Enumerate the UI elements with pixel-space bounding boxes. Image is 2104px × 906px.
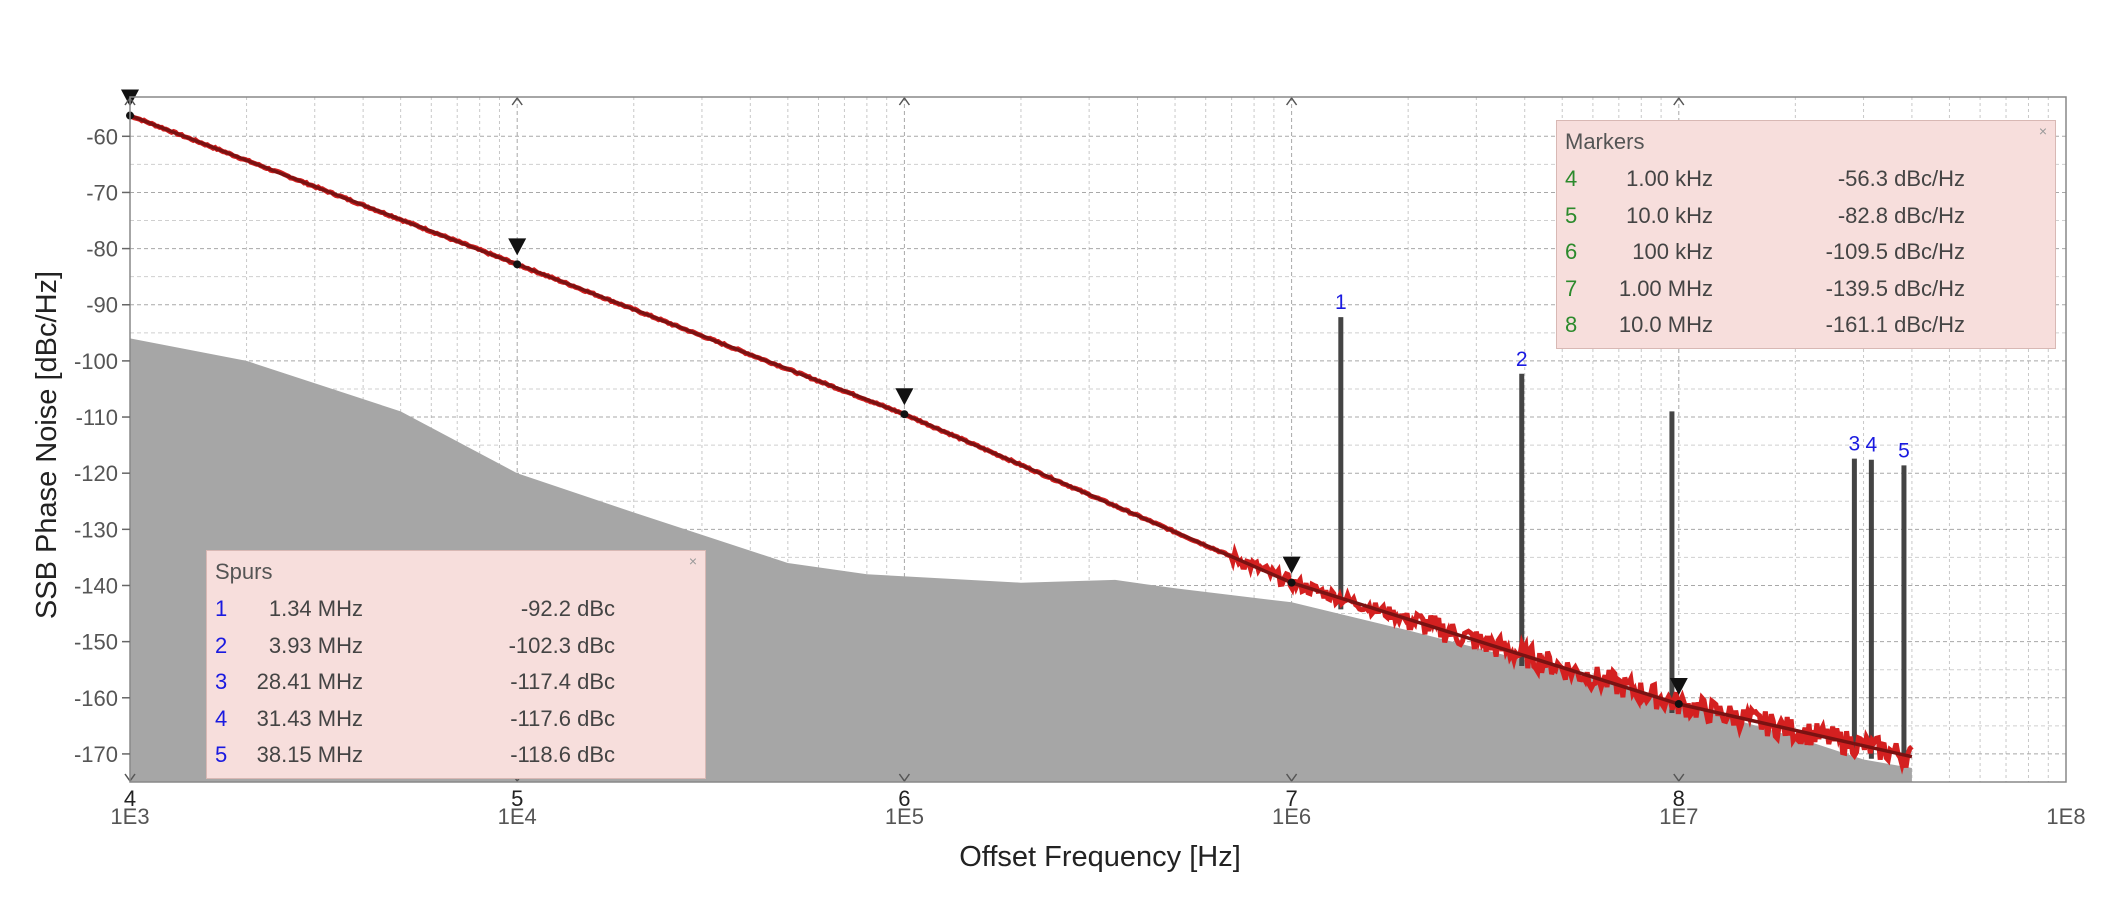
legend-row-value: -92.2 dBc <box>520 596 615 621</box>
marker-top-tick <box>511 96 523 106</box>
legend-row: 7 1.00 MHz -139.5 dBc/Hz <box>1557 274 2055 304</box>
spur-label: 5 <box>1898 439 1910 462</box>
close-icon[interactable]: × <box>688 553 697 569</box>
plot-frame <box>129 96 2067 783</box>
legend-row-frequency: 28.41 MHz <box>256 669 363 694</box>
x-tick-label: 1E3 <box>110 804 149 829</box>
marker-bottom-tick <box>1285 773 1298 783</box>
legend-row-number: 1 <box>215 596 228 621</box>
y-tick-label: -90 <box>86 293 118 318</box>
spur-label: 3 <box>1849 433 1861 456</box>
legend-row-frequency: 10.0 kHz <box>1626 202 1713 228</box>
legend-row-value: -161.1 dBc/Hz <box>1825 312 1965 337</box>
legend-row-value: -102.3 dBc <box>508 632 615 658</box>
legend-row-frequency: 31.43 MHz <box>256 705 363 731</box>
legend-row-value: -118.6 dBc <box>510 742 615 767</box>
y-tick-label: -120 <box>74 461 118 486</box>
marker-bottom-tick <box>898 773 911 783</box>
marker-layer: 4 5 6 7 8 <box>121 89 1688 811</box>
y-tick-label: -160 <box>74 686 118 711</box>
marker-triangle-icon <box>1669 677 1688 695</box>
marker-point <box>1287 578 1296 587</box>
legend-row: 2 3.93 MHz -102.3 dBc <box>207 631 705 661</box>
y-tick-label: -140 <box>74 573 118 598</box>
marker-point <box>900 410 909 419</box>
legend-row-frequency: 10.0 MHz <box>1618 312 1713 337</box>
legend-row-number: 4 <box>215 705 228 731</box>
marker-number-label: 7 <box>1285 786 1297 811</box>
y-tick-label: -170 <box>74 742 118 767</box>
legend-row-value: -117.4 dBc <box>510 669 615 694</box>
x-tick-label: 1E4 <box>498 804 537 829</box>
legend-row-value: -82.8 dBc/Hz <box>1837 202 1965 228</box>
legend-row-value: -117.6 dBc <box>510 705 615 731</box>
legend-row-value: -139.5 dBc/Hz <box>1825 275 1965 301</box>
spurs-legend[interactable]: Spurs × 1 1.34 MHz -92.2 dBc 2 3.93 MHz -102.… <box>206 550 706 779</box>
spurs-legend-title: Spurs <box>215 559 273 584</box>
close-icon[interactable]: × <box>2038 123 2047 139</box>
marker-triangle-icon <box>1282 556 1301 574</box>
marker-top-tick <box>1285 96 1298 106</box>
x-tick-label: 1E5 <box>885 804 924 829</box>
marker-point <box>1674 699 1683 708</box>
legend-row-value: -56.3 dBc/Hz <box>1837 166 1965 191</box>
legend-row-number: 7 <box>1565 275 1578 301</box>
marker-top-tick <box>1673 96 1685 106</box>
legend-row: 4 1.00 kHz -56.3 dBc/Hz <box>1557 164 2055 194</box>
legend-row: 5 10.0 kHz -82.8 dBc/Hz <box>1557 201 2055 231</box>
spur-label: 2 <box>1516 348 1528 371</box>
marker-number-label: 8 <box>1673 786 1685 811</box>
legend-row: 6 100 kHz -109.5 dBc/Hz <box>1557 237 2055 267</box>
smoothed-trace <box>129 113 1913 759</box>
legend-row-frequency: 1.00 kHz <box>1626 166 1713 191</box>
marker-number-label: 5 <box>511 786 523 811</box>
legend-row: 8 10.0 MHz -161.1 dBc/Hz <box>1557 310 2055 340</box>
axes: 1E3 1E4 1E5 1E6 1E7 1E8 -60 -70 -80 -90 -100 -110 -1… <box>74 124 2086 829</box>
legend-row-frequency: 38.15 MHz <box>256 742 363 767</box>
y-tick-label: -100 <box>74 349 118 374</box>
legend-row-frequency: 3.93 MHz <box>268 632 363 658</box>
marker-top-tick <box>898 96 911 106</box>
markers-legend-title: Markers <box>1565 129 1645 154</box>
legend-row-number: 5 <box>1565 202 1578 228</box>
legend-row-value: -109.5 dBc/Hz <box>1825 239 1965 264</box>
legend-row-frequency: 1.34 MHz <box>268 596 363 621</box>
legend-row-number: 6 <box>1565 239 1578 264</box>
trace-layer <box>129 113 1914 775</box>
legend-row: 4 31.43 MHz -117.6 dBc <box>207 704 705 734</box>
x-tick-label: 1E7 <box>1659 804 1698 829</box>
spur-layer: 1 2 3 4 5 <box>1335 291 1910 767</box>
legend-row: 3 28.41 MHz -117.4 dBc <box>207 667 705 697</box>
y-tick-label: -130 <box>74 517 118 542</box>
marker-triangle-icon <box>895 388 914 406</box>
legend-row-frequency: 1.00 MHz <box>1618 275 1713 301</box>
marker-point <box>513 260 522 269</box>
x-axis-title: Offset Frequency [Hz] <box>959 841 1241 873</box>
marker-number-label: 6 <box>898 786 910 811</box>
y-axis-title: SSB Phase Noise [dBc/Hz] <box>31 271 63 619</box>
legend-row-number: 5 <box>215 742 228 767</box>
legend-row: 5 38.15 MHz -118.6 dBc <box>207 740 705 770</box>
plot-border <box>129 96 2067 783</box>
spur-label: 1 <box>1335 291 1347 314</box>
spur-label: 4 <box>1866 434 1878 457</box>
y-tick-label: -150 <box>74 630 118 655</box>
y-tick-label: -110 <box>76 405 118 430</box>
markers-legend[interactable]: Markers × 4 1.00 kHz -56.3 dBc/Hz 5 10.0 kHz… <box>1556 120 2056 349</box>
legend-row-frequency: 100 kHz <box>1632 239 1713 264</box>
marker-triangle-icon <box>508 238 527 256</box>
marker-bottom-tick <box>1673 773 1685 783</box>
legend-row-number: 4 <box>1565 166 1578 191</box>
legend-row: 1 1.34 MHz -92.2 dBc <box>207 594 705 624</box>
marker-number-label: 4 <box>124 786 136 811</box>
y-tick-label: -80 <box>86 237 118 262</box>
y-tick-label: -70 <box>86 180 118 205</box>
legend-row-number: 8 <box>1565 312 1578 337</box>
y-tick-label: -60 <box>86 124 118 149</box>
x-tick-label: 1E6 <box>1272 804 1311 829</box>
legend-row-number: 3 <box>215 669 228 694</box>
x-tick-label: 1E8 <box>2046 804 2085 829</box>
legend-row-number: 2 <box>215 632 228 658</box>
